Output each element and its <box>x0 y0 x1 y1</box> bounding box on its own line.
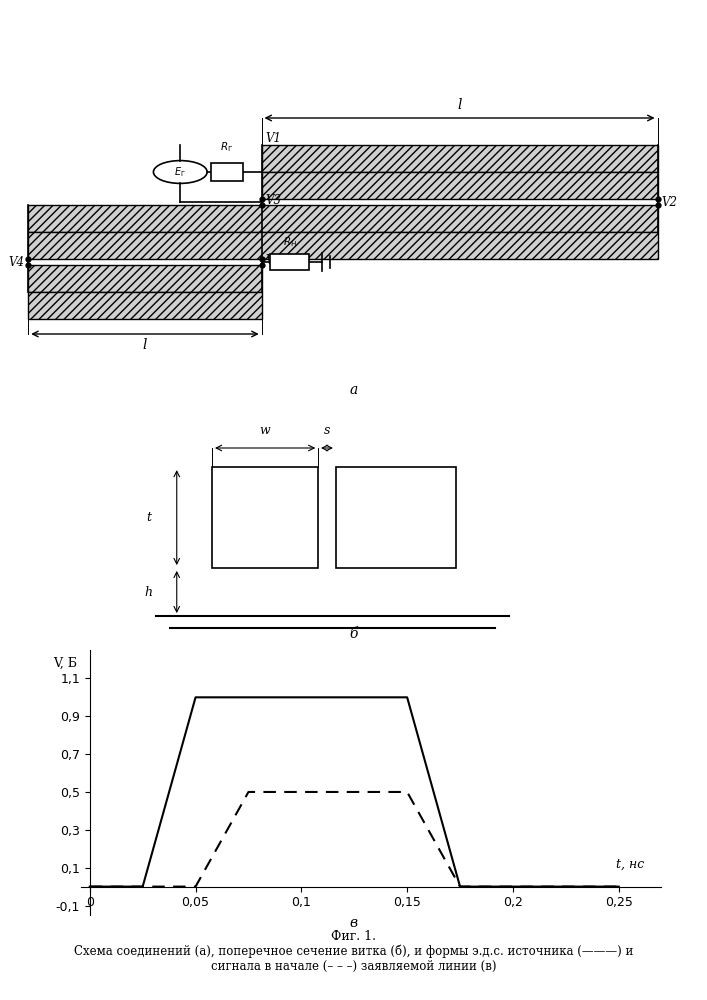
Text: h: h <box>144 585 153 598</box>
Text: $R_\mathsf{\Gamma}$: $R_\mathsf{\Gamma}$ <box>220 140 233 154</box>
Text: $E_\mathsf{\Gamma}$: $E_\mathsf{\Gamma}$ <box>175 165 186 179</box>
Text: а: а <box>349 383 358 397</box>
Bar <box>212 467 318 568</box>
Text: б: б <box>349 627 358 641</box>
Bar <box>28 205 658 232</box>
Text: V4: V4 <box>8 255 25 268</box>
Text: V1: V1 <box>265 132 281 145</box>
Text: s: s <box>324 424 330 437</box>
Bar <box>336 467 456 568</box>
Text: w: w <box>259 424 271 437</box>
Text: V3: V3 <box>265 194 281 207</box>
Bar <box>270 254 309 270</box>
Text: V, Б: V, Б <box>53 657 77 670</box>
Text: l: l <box>457 98 462 112</box>
Text: Фиг. 1.: Фиг. 1. <box>331 930 376 943</box>
Text: V5: V5 <box>265 253 281 266</box>
Text: V2: V2 <box>661 196 677 209</box>
Text: Схема соединений (а), поперечное сечение витка (б), и формы э.д.с. источника (——: Схема соединений (а), поперечное сечение… <box>74 944 633 958</box>
Text: t: t <box>146 511 151 524</box>
Text: t, нс: t, нс <box>616 857 644 870</box>
Bar <box>28 265 262 292</box>
Bar <box>28 292 262 319</box>
Text: в: в <box>349 916 358 930</box>
Bar <box>28 232 658 259</box>
Bar <box>211 163 243 181</box>
Bar <box>262 145 658 172</box>
Text: $R_\mathsf{H}$: $R_\mathsf{H}$ <box>283 235 296 249</box>
Bar <box>262 172 658 199</box>
Text: l: l <box>143 338 147 352</box>
Text: сигнала в начале (– – –) заявляемой линии (в): сигнала в начале (– – –) заявляемой лини… <box>211 960 496 973</box>
